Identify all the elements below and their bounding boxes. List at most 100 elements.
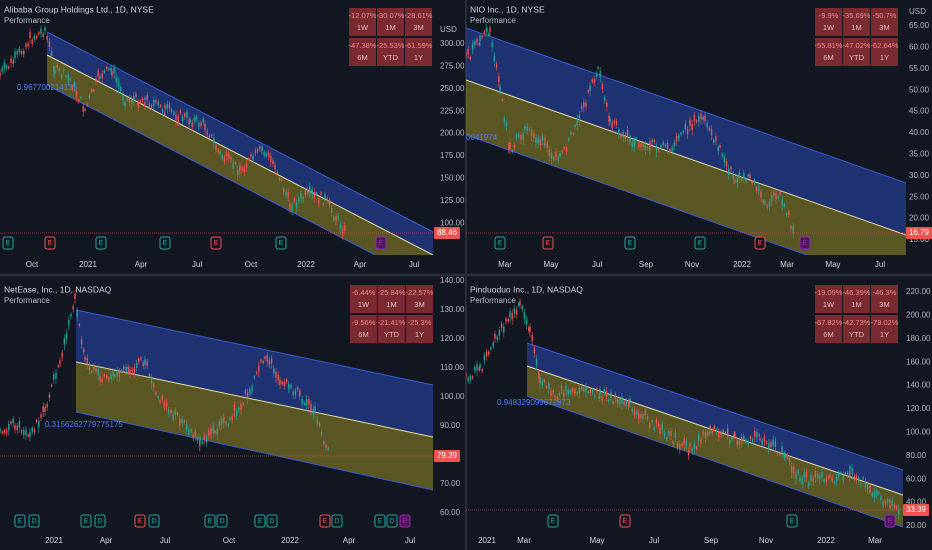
candle <box>133 367 136 374</box>
candle <box>736 440 738 445</box>
candle <box>821 471 823 478</box>
candle <box>685 440 688 446</box>
candle <box>467 377 469 381</box>
event-label: E <box>99 240 104 247</box>
candle <box>620 133 622 137</box>
candle <box>541 136 544 141</box>
candle <box>493 55 496 62</box>
candle <box>170 409 172 414</box>
candle <box>554 395 556 398</box>
event-icon <box>799 236 811 250</box>
perf-value: -42.73% <box>843 318 871 327</box>
candle <box>608 399 610 402</box>
candle <box>33 35 36 40</box>
candle <box>189 119 191 122</box>
candle <box>234 162 237 164</box>
candle <box>65 75 67 78</box>
candle <box>303 402 306 405</box>
perf-cell <box>843 285 870 313</box>
perf-period: YTD <box>849 53 865 62</box>
candle <box>195 116 198 120</box>
price-tag <box>903 504 929 516</box>
candle <box>327 447 329 451</box>
event-icon <box>216 514 228 528</box>
subtitle: Performance <box>470 296 516 305</box>
candle <box>623 401 625 405</box>
event-icon <box>884 514 896 528</box>
candle <box>803 472 806 478</box>
candle <box>740 178 743 181</box>
candle <box>829 474 831 477</box>
candle <box>295 202 298 208</box>
plot <box>0 25 433 255</box>
candle <box>188 429 190 434</box>
candle <box>698 434 700 441</box>
candle <box>148 103 151 108</box>
candle <box>308 399 310 405</box>
candle <box>260 359 262 362</box>
candle <box>889 505 891 509</box>
x-tick-label: Apr <box>135 260 148 269</box>
perf-period: 1M <box>851 300 861 309</box>
candle <box>42 406 44 413</box>
candle <box>580 105 583 110</box>
candle <box>601 84 604 89</box>
candle <box>759 438 761 441</box>
candle <box>795 473 797 480</box>
candle <box>662 141 664 145</box>
candle <box>57 365 59 367</box>
y-tick-label: 65.00 <box>909 21 930 30</box>
candle <box>603 389 606 394</box>
candle <box>524 126 526 130</box>
channel-line <box>466 134 809 255</box>
candle <box>638 143 640 148</box>
y-tick-label: 180.00 <box>906 334 931 343</box>
candle <box>728 168 730 175</box>
candle <box>706 432 709 436</box>
candle <box>556 396 558 400</box>
event-label: E <box>258 518 263 525</box>
candle <box>35 419 38 422</box>
candle <box>97 71 99 77</box>
candle <box>86 103 88 106</box>
candle <box>316 418 318 424</box>
candle <box>29 32 31 39</box>
candle <box>330 208 333 214</box>
candle <box>550 152 553 159</box>
candle <box>862 477 864 480</box>
candle <box>568 138 570 141</box>
channel-line <box>466 79 906 236</box>
candle <box>715 136 717 141</box>
candle <box>713 139 715 143</box>
channel-line <box>46 54 433 255</box>
candle <box>177 116 179 122</box>
annotation: 0.948329099672973 <box>497 398 571 407</box>
candle <box>646 415 649 420</box>
candle <box>322 203 324 206</box>
candle <box>38 421 40 428</box>
candle <box>46 35 48 40</box>
candle <box>229 418 231 420</box>
y-tick-label: 140.00 <box>440 276 465 285</box>
candle <box>640 414 642 419</box>
candle <box>747 440 749 444</box>
candle <box>14 51 16 58</box>
candle <box>478 367 480 370</box>
candle <box>228 153 230 159</box>
price-tag <box>434 227 460 239</box>
candle <box>208 135 211 139</box>
candle <box>283 381 286 386</box>
candle <box>63 68 65 73</box>
candle <box>747 174 749 177</box>
candle <box>614 394 617 400</box>
y-tick-label: 60.00 <box>440 508 461 517</box>
candle <box>691 123 693 131</box>
candle <box>101 378 103 383</box>
price-tag <box>434 450 460 462</box>
candle <box>55 372 57 379</box>
candle <box>150 105 153 108</box>
candle <box>591 79 593 82</box>
candle <box>103 374 106 377</box>
candle <box>208 430 210 436</box>
candle <box>755 187 758 191</box>
